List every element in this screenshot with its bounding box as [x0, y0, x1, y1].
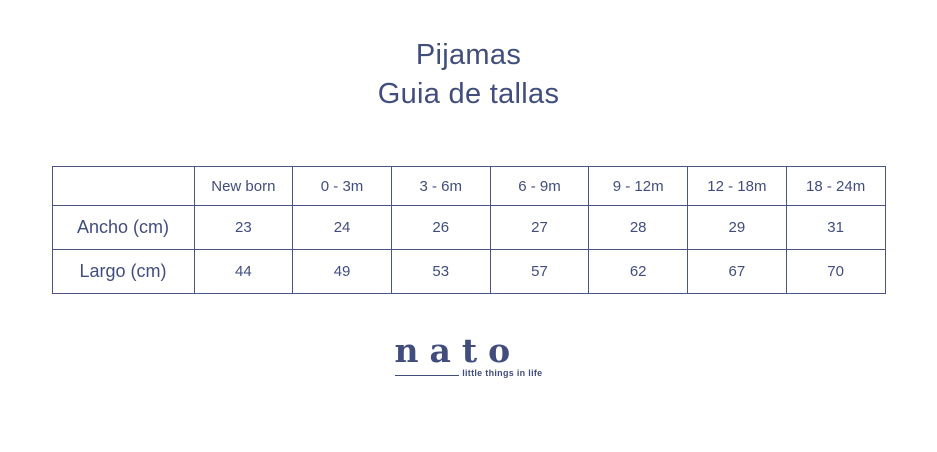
header-cell-12-18m: 12 - 18m	[687, 166, 787, 206]
value-cell: 28	[588, 205, 689, 250]
brand-logo: nato little things in life	[394, 331, 543, 378]
nato-logo-wordmark: nato	[394, 331, 522, 370]
page-title: Pijamas	[415, 39, 522, 71]
logo-tagline: little things in life	[462, 368, 543, 378]
row-label-ancho: Ancho (cm)	[51, 205, 195, 250]
value-cell: 57	[489, 249, 590, 294]
header-cell-9-12m: 9 - 12m	[588, 166, 689, 206]
header-cell-blank	[51, 166, 195, 206]
header-cell-3-6m: 3 - 6m	[390, 166, 491, 206]
header-cell-18-24m: 18 - 24m	[785, 166, 886, 206]
table-row-largo: Largo (cm) 44 49 53 57 62 67 70	[51, 249, 886, 294]
value-cell: 53	[390, 249, 491, 294]
page-subtitle: Guia de tallas	[377, 78, 560, 110]
header-cell-0-3m: 0 - 3m	[292, 166, 392, 206]
value-cell: 24	[292, 205, 392, 250]
table-header-row: New born 0 - 3m 3 - 6m 6 - 9m 9 - 12m 12…	[51, 166, 886, 206]
value-cell: 31	[785, 205, 886, 250]
value-cell: 29	[687, 205, 787, 250]
row-label-largo: Largo (cm)	[51, 249, 195, 294]
logo-tagline-row: little things in life	[394, 368, 543, 378]
table-row-ancho: Ancho (cm) 23 24 26 27 28 29 31	[51, 205, 886, 250]
value-cell: 70	[785, 249, 886, 294]
value-cell: 26	[390, 205, 491, 250]
value-cell: 27	[489, 205, 590, 250]
header-cell-6-9m: 6 - 9m	[489, 166, 590, 206]
value-cell: 67	[687, 249, 787, 294]
header-cell-newborn: New born	[193, 166, 294, 206]
size-guide-table: New born 0 - 3m 3 - 6m 6 - 9m 9 - 12m 12…	[51, 166, 886, 294]
logo-rule-line	[394, 375, 460, 376]
page-header: Pijamas Guia de tallas	[0, 36, 937, 114]
value-cell: 62	[588, 249, 689, 294]
value-cell: 44	[193, 249, 294, 294]
value-cell: 49	[292, 249, 392, 294]
value-cell: 23	[193, 205, 294, 250]
